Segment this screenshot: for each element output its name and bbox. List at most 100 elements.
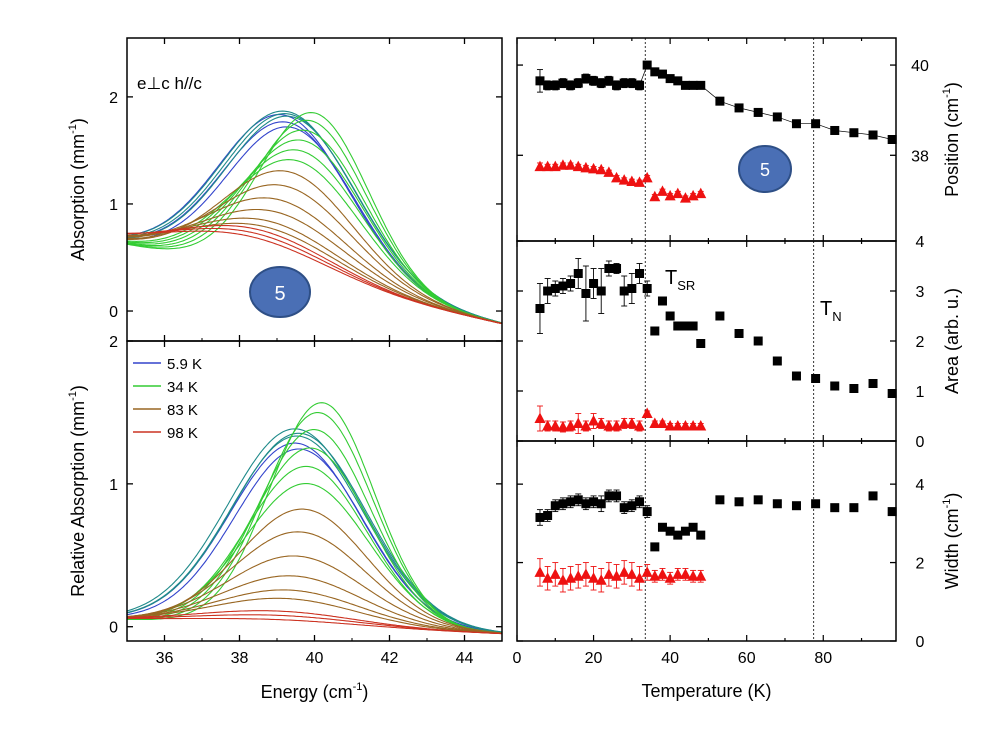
data-point-square xyxy=(612,264,622,273)
spectrum-curve xyxy=(127,589,502,635)
x-tick-label: 42 xyxy=(381,650,399,667)
spectrum-curve xyxy=(127,435,502,633)
data-point-triangle xyxy=(588,162,600,174)
data-point-triangle xyxy=(588,572,600,583)
data-point-square xyxy=(612,80,622,90)
data-point-square xyxy=(811,499,821,509)
data-point-square xyxy=(715,495,725,505)
data-point-square xyxy=(596,286,606,296)
y-axis-label-tail: ) xyxy=(68,118,88,124)
series-mode-B xyxy=(534,159,707,203)
spectrum-curve xyxy=(127,119,502,324)
x-tick-label: 80 xyxy=(814,650,832,667)
data-point-square xyxy=(887,389,897,398)
spectrum-curve xyxy=(127,508,502,634)
y-axis-label: Absorption (mm-1) xyxy=(67,118,88,261)
data-point-square xyxy=(543,286,553,296)
data-point-square xyxy=(657,522,667,532)
y-axis-label-sup: -1 xyxy=(67,391,79,401)
data-point-triangle xyxy=(603,166,615,177)
data-point-triangle xyxy=(618,566,630,577)
x-tick-label: 44 xyxy=(456,650,474,667)
data-point-square xyxy=(696,80,706,90)
data-point-triangle xyxy=(695,187,707,199)
y-tick-label: 38 xyxy=(911,148,929,165)
data-point-square xyxy=(772,499,782,509)
data-point-square xyxy=(849,384,859,393)
badge-ellipse xyxy=(738,145,792,193)
data-point-triangle xyxy=(595,574,607,585)
data-point-triangle xyxy=(679,568,691,579)
x-axis-label-main: Energy (cm xyxy=(261,682,353,702)
x-axis-label: Temperature (K) xyxy=(641,681,771,701)
badge-left: 5 xyxy=(249,266,311,318)
data-point-triangle xyxy=(534,412,546,423)
data-point-square xyxy=(811,374,821,383)
series-mode-B xyxy=(534,558,707,593)
data-point-square xyxy=(596,499,606,509)
data-point-triangle xyxy=(679,420,691,431)
data-point-square xyxy=(589,497,599,507)
spectrum-curve xyxy=(127,483,502,634)
spectrum-curve xyxy=(127,230,502,325)
x-tick-label: 36 xyxy=(156,650,174,667)
position-panel: 38 40 Position (cm-1) xyxy=(516,37,962,242)
data-point-square xyxy=(635,80,645,90)
data-point-square xyxy=(680,80,690,90)
spectrum-curve xyxy=(127,184,502,324)
data-point-square xyxy=(642,507,652,517)
data-point-square xyxy=(619,286,629,296)
legend: 5.9 K 34 K 83 K 98 K xyxy=(133,356,202,442)
legend-label: 98 K xyxy=(167,425,198,442)
data-point-square xyxy=(680,526,690,536)
data-point-triangle xyxy=(580,568,592,579)
legend-label: 34 K xyxy=(167,379,198,396)
data-point-square xyxy=(581,499,591,509)
area-panel: 0 1 2 3 4 Area (arb. u.) xyxy=(516,234,962,451)
data-point-triangle xyxy=(572,160,584,172)
y-tick-label: 0 xyxy=(109,620,118,637)
data-point-triangle xyxy=(626,568,638,579)
spectrum-curve xyxy=(127,428,502,633)
data-point-square xyxy=(673,321,683,331)
data-point-square xyxy=(604,491,614,501)
data-point-triangle xyxy=(634,572,646,583)
data-point-square xyxy=(715,311,725,321)
data-point-triangle xyxy=(572,417,584,428)
data-point-square xyxy=(791,119,801,129)
data-point-triangle xyxy=(588,415,600,426)
data-point-triangle xyxy=(557,159,569,170)
data-point-square xyxy=(868,130,878,140)
data-point-triangle xyxy=(656,185,668,196)
data-point-square xyxy=(650,542,660,552)
data-point-square xyxy=(604,264,614,273)
y-tick-label: 2 xyxy=(109,334,118,351)
y-axis-label-tail: ) xyxy=(68,385,88,391)
data-point-triangle xyxy=(618,174,630,185)
data-point-triangle xyxy=(595,163,607,175)
spectrum-curve xyxy=(127,412,502,634)
data-point-triangle xyxy=(542,160,554,172)
tsr-main: T xyxy=(665,267,677,289)
data-point-square xyxy=(849,503,859,513)
data-point-square xyxy=(543,80,553,90)
x-tick-label: 40 xyxy=(306,650,324,667)
data-point-triangle xyxy=(557,421,569,432)
tsr-subscript: SR xyxy=(677,278,695,293)
data-point-square xyxy=(811,119,821,129)
data-point-square xyxy=(550,284,560,293)
data-point-square xyxy=(665,311,675,321)
y-tick-label: 0 xyxy=(916,434,925,451)
data-point-square xyxy=(596,78,606,88)
data-point-square xyxy=(581,74,591,84)
y-tick-label: 4 xyxy=(916,234,925,251)
data-point-triangle xyxy=(580,420,592,431)
data-point-square xyxy=(535,76,545,86)
spectrum-curve xyxy=(127,617,502,635)
width-panel: 0 20 40 60 80 0 2 4 Width (cm-1) Temperature (K) xyxy=(513,440,962,701)
data-point-square xyxy=(696,339,706,348)
data-point-square xyxy=(696,530,706,540)
spectra-curves xyxy=(127,110,502,325)
data-point-square xyxy=(868,379,878,388)
y-tick-label: 2 xyxy=(916,334,925,351)
